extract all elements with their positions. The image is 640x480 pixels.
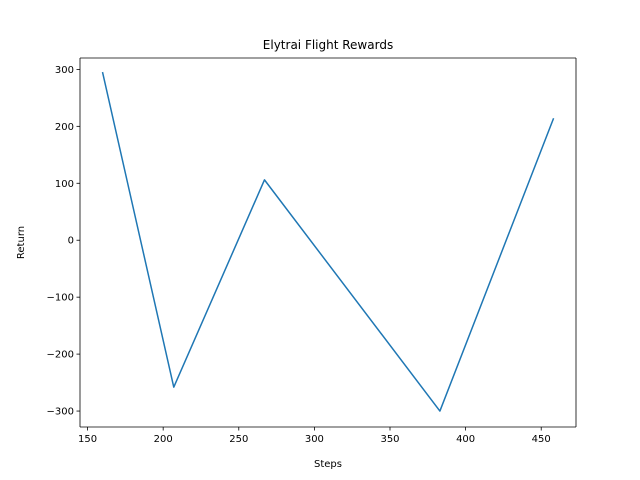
x-tick-label: 350 (380, 434, 399, 445)
axes-frame (79, 57, 577, 428)
x-tick-label: 300 (305, 434, 324, 445)
x-tick-label: 250 (229, 434, 248, 445)
y-tick-label: −100 (47, 293, 74, 304)
y-tick-label: −300 (47, 407, 74, 418)
y-tick-label: −200 (47, 350, 74, 361)
x-axis-ticks: 150 200 250 300 350 400 450 (78, 427, 551, 445)
x-tick-label: 400 (456, 434, 475, 445)
y-tick-label: 300 (55, 65, 74, 76)
y-tick-label: 0 (68, 236, 74, 247)
series-line-1 (101, 71, 555, 412)
series-layer (101, 71, 555, 412)
plot-area (80, 58, 576, 427)
y-tick-label: 100 (55, 179, 74, 190)
x-tick-label: 150 (78, 434, 97, 445)
y-axis-ticks: −300 −200 −100 0 100 200 300 (47, 65, 80, 418)
x-tick-label: 200 (154, 434, 173, 445)
y-tick-label: 200 (55, 122, 74, 133)
x-axis-label: Steps (314, 459, 342, 470)
chart-title: Elytrai Flight Rewards (263, 38, 393, 52)
x-tick-label: 450 (532, 434, 551, 445)
y-axis-label: Return (16, 226, 27, 259)
